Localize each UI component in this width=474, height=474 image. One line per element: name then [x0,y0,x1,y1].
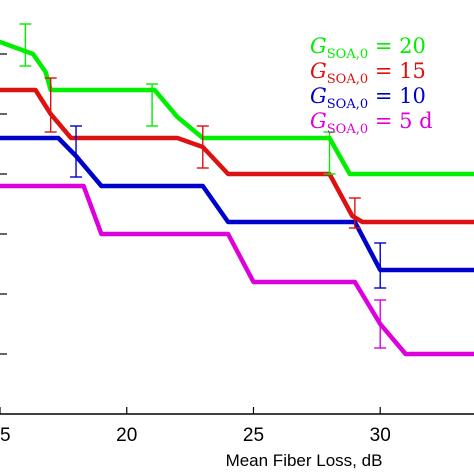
axes-layer: 15 20 25 30 [0,53,474,446]
x-axis-title: Mean Fiber Loss, dB [226,451,383,470]
x-tick-label: 25 [243,425,264,446]
series-line-3 [0,135,474,273]
errorbar-layer [19,23,387,349]
x-tick-label: 30 [370,425,391,446]
series-line-4 [0,183,474,357]
error-bar [374,242,387,289]
legend-entry-1: GSOA,0 = 20 [310,34,426,62]
plot-background [0,0,474,414]
x-tick-label: 20 [116,425,137,446]
legend-entry-2: GSOA,0 = 15 [310,59,426,87]
legend-entry-3: GSOA,0 = 10 [310,84,426,112]
series-line-1 [0,39,474,177]
error-bar [146,83,159,127]
error-bar [19,23,32,67]
error-bar [44,77,57,133]
error-bar [348,197,361,229]
error-bar [70,125,83,178]
x-tick-label: 15 [0,425,11,446]
legend-entry-4: GSOA,0 = 5 d [310,109,433,137]
error-bar [196,125,209,169]
error-bar [323,131,336,175]
error-bar [374,299,387,349]
